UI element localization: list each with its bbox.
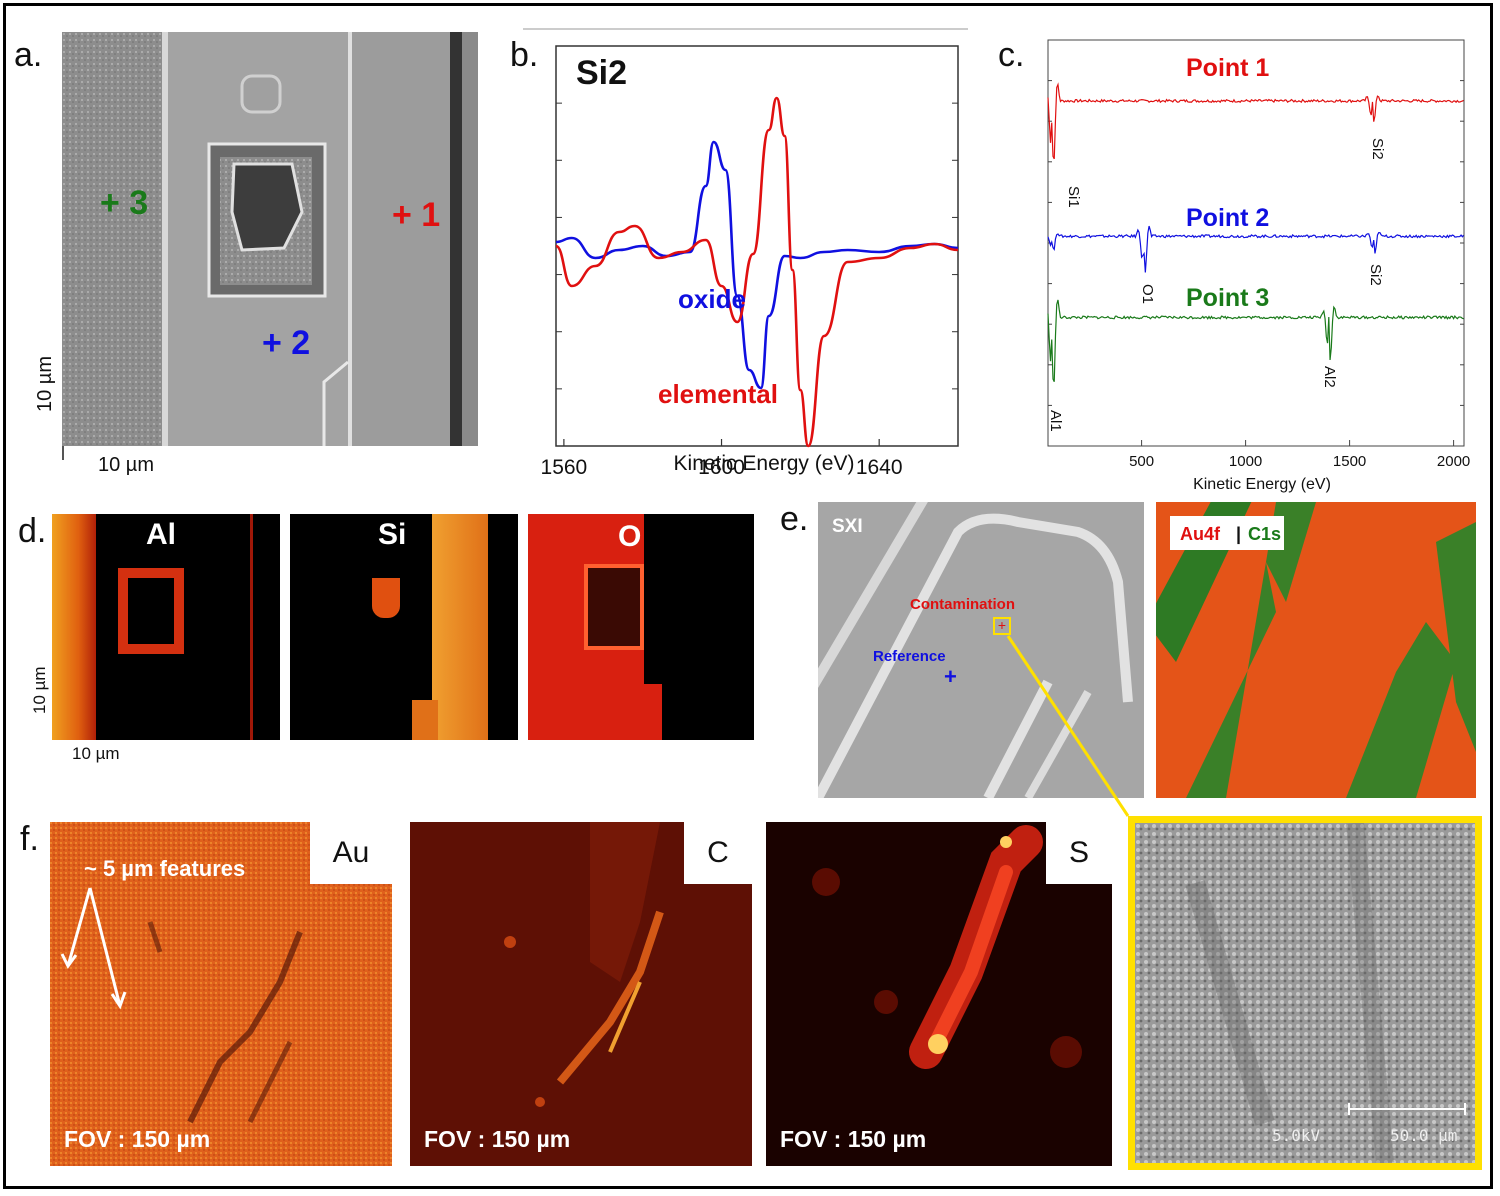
- map-label-al: Al: [146, 518, 176, 551]
- fov-label-s: FOV : 150 µm: [780, 1126, 927, 1152]
- scale-bar-a-horizontal: 10 µm: [98, 454, 154, 476]
- sem-image-a: [62, 32, 478, 446]
- sem-scale-label: 50.0 µm: [1390, 1126, 1458, 1145]
- series-line-point-1: [1047, 82, 1464, 160]
- series-line-elemental: [555, 96, 959, 448]
- legend-separator: |: [1236, 524, 1242, 544]
- chart-b: 1560 1600 1640 Si2 oxide elemental Kinetic…: [541, 45, 959, 479]
- sem-zoom-image: [1128, 816, 1482, 1170]
- map-si: [290, 514, 518, 740]
- contamination-marker: +: [998, 617, 1006, 633]
- contamination-box: [993, 617, 1011, 635]
- fov-label-au: FOV : 150 µm: [64, 1126, 211, 1152]
- overlay-legend: [1170, 516, 1284, 550]
- chart-c-xtick-label: 2000: [1437, 453, 1470, 470]
- fov-label-c: FOV : 150 µm: [424, 1126, 571, 1152]
- chart-b-title: Si2: [576, 54, 627, 92]
- map-label-au-f: Au: [310, 822, 392, 884]
- chart-c-xtick-label: 500: [1129, 453, 1154, 470]
- contamination-label: Contamination: [910, 596, 1015, 613]
- sxi-image-art: +: [818, 502, 1144, 798]
- map-label-c-f: C: [684, 822, 752, 884]
- reference-marker: +: [944, 664, 957, 689]
- map-o: [528, 514, 754, 740]
- chart-c-xtick-label: 1000: [1229, 453, 1262, 470]
- au-c-overlay-map: [1156, 502, 1476, 798]
- chart-b-xtick-label: 1640: [856, 456, 903, 479]
- panel-d-label: d.: [18, 512, 47, 550]
- marker-point-2: + 2: [262, 324, 311, 362]
- series-line-point-2: [1047, 225, 1465, 273]
- features-annotation: ~ 5 µm features: [84, 856, 246, 881]
- scale-bar-d-horizontal: 10 µm: [72, 744, 120, 763]
- legend-c1s: C1s: [1248, 524, 1282, 544]
- series-line-point-3: [1047, 299, 1464, 382]
- marker-point-3: + 3: [100, 184, 149, 222]
- marker-point-1: + 1: [392, 196, 441, 234]
- reference-label: Reference: [873, 648, 946, 665]
- scale-tick-a: [62, 446, 64, 460]
- sem-image-a-art: [62, 32, 478, 446]
- panel-c-label: c.: [998, 36, 1025, 74]
- series-label-elemental: elemental: [658, 379, 778, 409]
- panel-b-label: b.: [510, 36, 539, 74]
- chart-b-xlabel: Kinetic Energy (eV): [674, 452, 855, 475]
- legend-au4f: Au4f: [1180, 524, 1220, 544]
- chart-c-xlabel: Kinetic Energy (eV): [1193, 476, 1331, 493]
- map-label-s-f: S: [1046, 822, 1112, 884]
- map-label-o: O: [618, 520, 642, 553]
- feature-arrows: [60, 887, 127, 1010]
- series-label-point-3: Point 3: [1186, 284, 1269, 312]
- series-label-point-2: Point 2: [1186, 204, 1269, 232]
- panel-e-label: e.: [780, 500, 809, 538]
- series-label-oxide: oxide: [678, 284, 746, 314]
- chart-c: 500 1000 1500 2000 Point 1 Point 2 Point 3 …: [1047, 39, 1470, 493]
- sem-zoom-image-art: [1135, 823, 1475, 1163]
- map-s-f-art: [766, 822, 1112, 1166]
- sxi-image: +: [818, 502, 1144, 798]
- series-label-point-1: Point 1: [1186, 54, 1269, 82]
- map-label-si: Si: [378, 518, 407, 551]
- chart-b-xtick-label: 1560: [541, 456, 588, 479]
- panel-f-label: f.: [20, 820, 39, 858]
- sem-kv-label: 5.0kV: [1272, 1126, 1321, 1145]
- figure-frame: [3, 3, 1493, 1189]
- chart-c-xtick-label: 1500: [1333, 453, 1366, 470]
- chart-b-xtick-label: 1600: [698, 456, 745, 479]
- panel-b-topline: [523, 28, 968, 30]
- map-al: [52, 514, 280, 740]
- panel-a-label: a.: [14, 36, 43, 74]
- sxi-label: SXI: [832, 516, 863, 537]
